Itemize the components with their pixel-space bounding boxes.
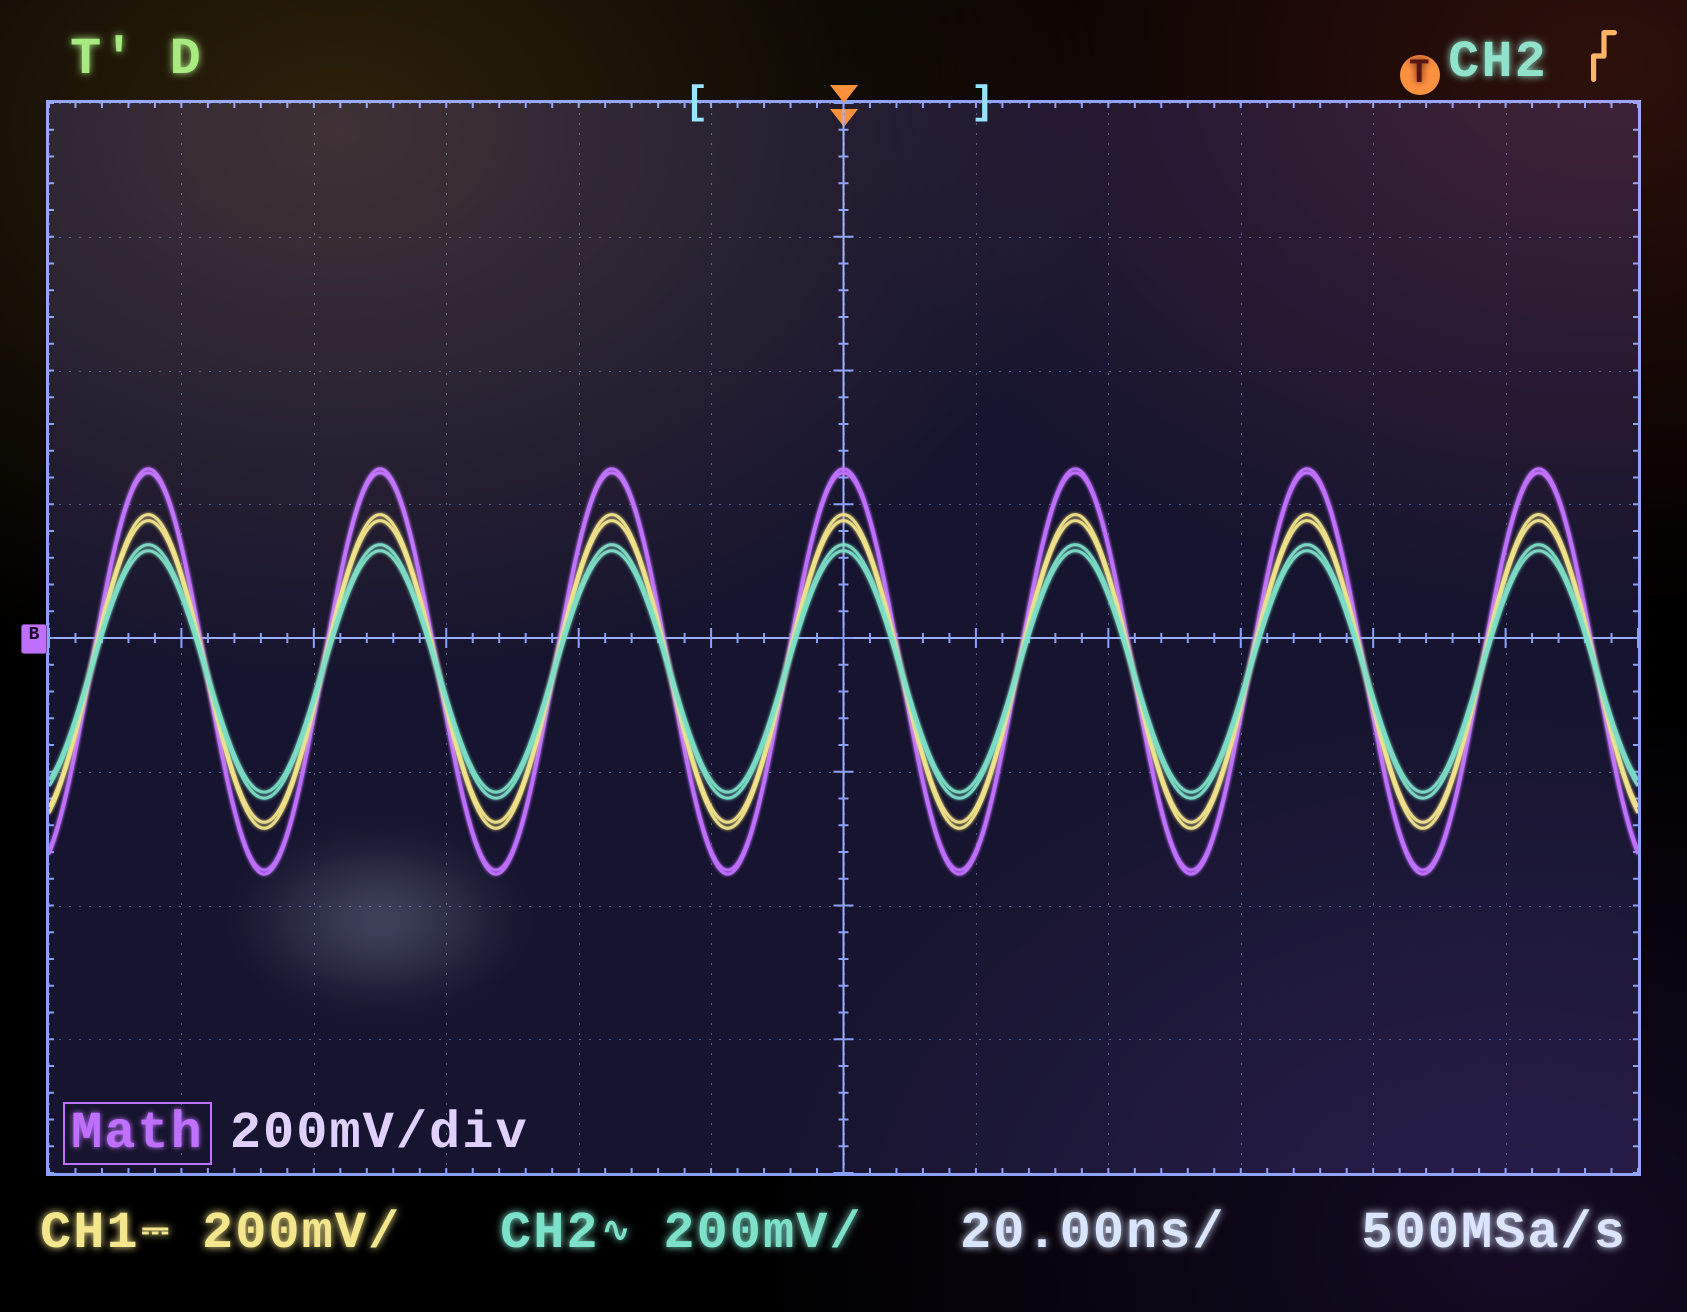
- trigger-icon: T: [1400, 55, 1440, 95]
- acquisition-mode-label: T' D: [70, 30, 203, 89]
- ch2-prefix: CH2: [500, 1204, 600, 1263]
- ch1-scale: 200mV/: [202, 1204, 401, 1263]
- waveform-canvas: [49, 103, 1638, 1173]
- ch1-coupling-icon: ⎓: [142, 1213, 165, 1252]
- math-channel-label: Math 200mV/div: [63, 1104, 529, 1163]
- trigger-edge-icon: [1591, 30, 1617, 82]
- scope-top-bar: T' D TCH2: [0, 30, 1687, 94]
- ch1-prefix: CH1: [40, 1204, 140, 1263]
- scope-bottom-bar: CH1⎓ 200mV/ CH2∿ 200mV/ 20.00ns/ 500MSa/…: [0, 1184, 1687, 1284]
- timebase-label: 20.00ns/: [960, 1204, 1226, 1263]
- trigger-source-label: TCH2: [1400, 30, 1617, 95]
- ch2-label: CH2∿ 200mV/: [500, 1204, 863, 1263]
- ground-level-marker: B: [21, 624, 47, 654]
- waveform-display[interactable]: [ ] B Math200mV/div: [46, 100, 1641, 1176]
- ch2-coupling-icon: ∿: [602, 1210, 627, 1252]
- ch2-scale: 200mV/: [663, 1204, 862, 1263]
- math-scale-label: 200mV/div: [230, 1104, 529, 1163]
- math-name-tag: Math: [63, 1102, 212, 1165]
- trigger-source-text: CH2: [1448, 33, 1548, 92]
- sample-rate-label: 500MSa/s: [1361, 1204, 1627, 1263]
- ch1-label: CH1⎓ 200mV/: [40, 1204, 401, 1263]
